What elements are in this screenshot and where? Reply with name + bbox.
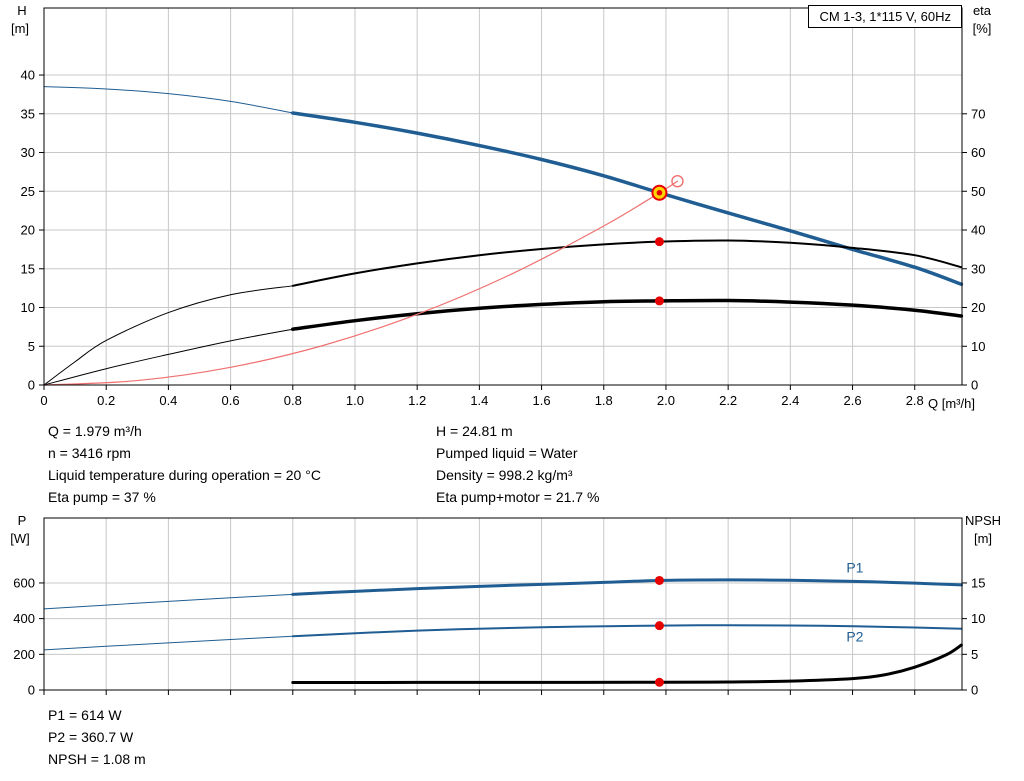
info-head: H = 24.81 m	[436, 423, 513, 439]
svg-text:20: 20	[971, 300, 985, 315]
svg-text:20: 20	[21, 223, 35, 238]
svg-text:2.6: 2.6	[843, 393, 861, 408]
svg-text:0: 0	[28, 378, 35, 393]
info-speed: n = 3416 rpm	[48, 445, 131, 461]
info-density: Density = 998.2 kg/m³	[436, 467, 573, 483]
info-eta-pump: Eta pump = 37 %	[48, 489, 156, 505]
info-liquid-temperature: Liquid temperature during operation = 20…	[48, 467, 321, 483]
svg-text:600: 600	[13, 575, 35, 590]
svg-text:0: 0	[40, 393, 47, 408]
npsh-point	[654, 677, 664, 687]
svg-text:50: 50	[971, 184, 985, 199]
svg-text:0: 0	[971, 683, 978, 698]
svg-text:15: 15	[21, 261, 35, 276]
svg-text:35: 35	[21, 106, 35, 121]
qh-eta-chart: 0 5 10 15 20 25 30 35 40 0 10 20 30 40 50 60 70 0 0.2 0.4 0.…	[21, 7, 985, 408]
h-axis-unit: [m]	[10, 21, 30, 36]
eta-axis-title: eta	[972, 3, 992, 18]
p-axis-title: P	[17, 513, 27, 528]
svg-text:5: 5	[28, 339, 35, 354]
q-axis-label: Q [m³/h]	[928, 396, 975, 411]
eta-axis-unit: [%]	[972, 21, 992, 36]
svg-text:10: 10	[971, 339, 985, 354]
pump-model-box: CM 1-3, 1*115 V, 60Hz	[808, 5, 962, 28]
duty-info-right: H = 24.81 m Pumped liquid = Water Densit…	[436, 420, 599, 508]
svg-text:2.8: 2.8	[906, 393, 924, 408]
info-npsh: NPSH = 1.08 m	[48, 751, 146, 767]
svg-text:P2: P2	[846, 628, 863, 644]
power-npsh-chart: 0 200 400 600 0 5 10 15 P1 P2	[13, 517, 985, 698]
svg-text:0.6: 0.6	[222, 393, 240, 408]
svg-text:25: 25	[21, 184, 35, 199]
svg-text:200: 200	[13, 647, 35, 662]
svg-text:30: 30	[21, 145, 35, 160]
info-p2: P2 = 360.7 W	[48, 729, 134, 745]
info-flow: Q = 1.979 m³/h	[48, 423, 142, 439]
svg-text:5: 5	[971, 647, 978, 662]
svg-text:60: 60	[971, 145, 985, 160]
info-p1: P1 = 614 W	[48, 707, 122, 723]
power-info: P1 = 614 W P2 = 360.7 W NPSH = 1.08 m	[48, 704, 146, 770]
svg-text:2.0: 2.0	[657, 393, 675, 408]
svg-text:1.6: 1.6	[533, 393, 551, 408]
info-eta-pump-motor: Eta pump+motor = 21.7 %	[436, 489, 600, 505]
svg-text:0.2: 0.2	[97, 393, 115, 408]
p1-point	[654, 575, 664, 585]
p-axis-unit: [W]	[10, 531, 30, 546]
info-pumped-liquid: Pumped liquid = Water	[436, 445, 578, 461]
svg-text:0.8: 0.8	[284, 393, 302, 408]
svg-text:0.4: 0.4	[159, 393, 177, 408]
svg-text:30: 30	[971, 261, 985, 276]
h-axis-title: H	[17, 3, 27, 18]
svg-text:70: 70	[971, 106, 985, 121]
svg-text:40: 40	[21, 68, 35, 83]
svg-text:P1: P1	[846, 560, 863, 576]
duty-info-left: Q = 1.979 m³/h n = 3416 rpm Liquid tempe…	[48, 420, 321, 508]
eta-pump-motor-point	[654, 296, 664, 306]
svg-text:0: 0	[28, 683, 35, 698]
svg-text:1.4: 1.4	[470, 393, 488, 408]
svg-text:400: 400	[13, 611, 35, 626]
svg-text:2.2: 2.2	[719, 393, 737, 408]
svg-text:10: 10	[971, 611, 985, 626]
eta-pump-point	[654, 237, 664, 247]
requested-duty-point	[671, 174, 684, 188]
svg-text:2.4: 2.4	[781, 393, 799, 408]
svg-text:1.8: 1.8	[595, 393, 613, 408]
svg-text:1.0: 1.0	[346, 393, 364, 408]
svg-text:15: 15	[971, 575, 985, 590]
svg-text:1.2: 1.2	[408, 393, 426, 408]
npsh-axis-unit: [m]	[973, 531, 993, 546]
svg-text:40: 40	[971, 223, 985, 238]
svg-text:0: 0	[971, 378, 978, 393]
npsh-axis-title: NPSH	[964, 513, 1002, 528]
svg-text:10: 10	[21, 300, 35, 315]
p2-point	[654, 621, 664, 631]
